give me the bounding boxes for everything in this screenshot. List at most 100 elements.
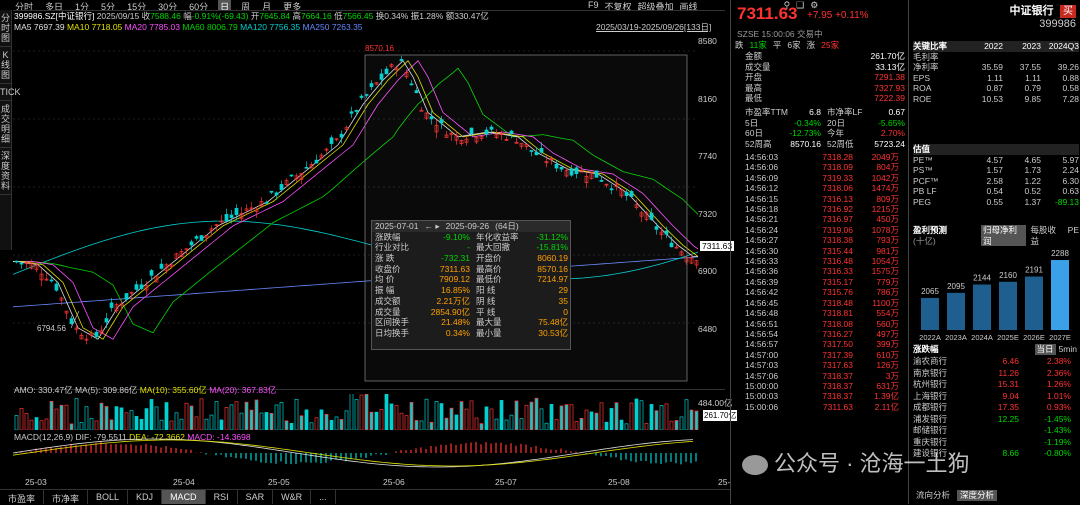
chart-tools: F9 不复权 超级叠加 画线 ⚲ ❑ ⚙ — [588, 0, 818, 13]
fundamentals-panel: 中证银行 买 399986 关键比率 2022 2023 2024Q3 毛利率 净利率 35… — [908, 0, 1080, 504]
period-tab[interactable]: 日 — [218, 0, 232, 12]
forecast-bar — [1051, 260, 1069, 330]
f9-button[interactable]: F9 — [588, 0, 599, 10]
overlay-button[interactable]: 超级叠加 — [637, 2, 674, 12]
rank-row[interactable]: 建设银行 8.66 -0.80% — [913, 448, 1071, 458]
period-tab[interactable]: 更多 — [283, 2, 302, 12]
breadth-item: 11家 — [749, 40, 767, 50]
indicator-tab[interactable]: 市盈率 — [0, 490, 45, 504]
watermark: 公众号 · 沧海一土狗 — [742, 446, 970, 478]
range-label: 2025/03/19-2025/09/26[133日] — [596, 22, 712, 32]
period-tab[interactable]: 多日 — [45, 2, 64, 12]
valuation-row: 52周高 8570.16 52周低 5723.24 — [745, 138, 905, 149]
forecast-year: 2026E — [1023, 333, 1045, 342]
breadth-item: 25家 — [821, 40, 840, 50]
indicator-tab[interactable]: KDJ — [128, 490, 163, 504]
popup-row: 行业对比 - 最大回撤 -15.81% — [375, 242, 568, 253]
last-price: 7311.63 — [737, 4, 798, 23]
side-tab[interactable]: K线图 — [0, 47, 11, 84]
index-number: 399986 — [1039, 18, 1076, 30]
period-tab[interactable]: 1分 — [75, 2, 90, 12]
popup-row: 涨 跌 -732.31 开盘价 8060.19 — [375, 253, 568, 264]
change-value: -0.91%(-69.43) — [191, 11, 249, 21]
rank-tab[interactable]: 当日 — [1034, 344, 1056, 355]
unadjusted-toggle[interactable]: 不复权 — [604, 2, 632, 12]
analysis-tab[interactable]: 深度分析 — [957, 490, 998, 501]
side-tab[interactable]: 成交明细 — [0, 101, 11, 148]
rank-title: 涨跌幅 — [913, 344, 939, 354]
forecast-tab[interactable]: PE — [1067, 225, 1079, 235]
buy-button[interactable]: 买 — [1060, 5, 1076, 18]
period-tab[interactable]: 15分 — [127, 2, 147, 12]
indicator-tab[interactable]: RSI — [206, 490, 238, 504]
analysis-tab[interactable]: 流向分析 — [916, 490, 951, 500]
expand-icon[interactable]: ❑ — [796, 0, 805, 10]
popup-row: 涨跌幅 -9.10% 年化收益率 -31.12% — [375, 231, 568, 242]
macd-chart[interactable] — [13, 432, 725, 474]
rank-row[interactable]: 渝农商行 6.46 2.38% — [913, 356, 1071, 366]
forecast-year: 2027E — [1049, 333, 1071, 342]
stat-row: 最低 7222.39 — [745, 93, 905, 103]
period-tab[interactable]: 30分 — [158, 2, 178, 12]
rank-row[interactable]: 南京银行 11.26 2.36% — [913, 367, 1071, 378]
forecast-tab[interactable]: 归母净利润 — [981, 225, 1027, 246]
side-tab[interactable]: 分时图 — [0, 10, 11, 47]
forecast-value: 2065 — [921, 287, 939, 296]
tick-row: 14:56:12 7318.06 1474万 — [745, 183, 899, 194]
period-tab[interactable]: 60分 — [189, 2, 209, 12]
settings-icon[interactable]: ⚙ — [810, 0, 819, 10]
high-value: 7664.16 — [300, 11, 332, 21]
ma-legend: MA5 7697.39 MA10 7718.05 MA20 7785.03 MA… — [14, 22, 363, 32]
index-name-block: 中证银行 买 399986 — [1009, 2, 1076, 30]
period-tab[interactable]: 周 — [241, 2, 251, 12]
indicator-tab[interactable]: SAR — [238, 490, 274, 504]
tick-row: 14:56:30 7315.44 981万 — [745, 245, 899, 256]
indicator-tab[interactable]: 市净率 — [44, 490, 89, 504]
rank-tab[interactable]: 5min — [1058, 344, 1077, 354]
range-end[interactable]: 2025-09-26 — [445, 221, 490, 231]
range-stats-popup: 2025-07-01 ← ▸ 2025-09-26 (64日) 涨跌幅 -9.10… — [371, 220, 571, 350]
side-tab[interactable]: TICK — [0, 84, 21, 101]
indicator-tab[interactable]: ... — [311, 490, 336, 504]
popup-row: 振 幅 16.85% 阳 线 29 — [375, 285, 568, 296]
ratio-header: 估值 — [913, 144, 1079, 155]
popup-row: 区间换手 21.48% 最大量 75.48亿 — [375, 317, 568, 328]
amo-chart[interactable] — [13, 394, 725, 430]
rank-row[interactable]: 重庆银行 -1.19% — [913, 436, 1071, 447]
rank-row[interactable]: 浦发银行 12.25 -1.45% — [913, 413, 1071, 424]
tick-row: 14:56:48 7318.81 554万 — [745, 308, 899, 319]
tick-row: 14:56:27 7318.38 793万 — [745, 235, 899, 246]
date-label: 25-03 — [25, 477, 47, 487]
rank-row[interactable]: 上海银行 9.04 1.01% — [913, 390, 1071, 401]
draw-button[interactable]: 画线 — [679, 2, 698, 12]
ratio-row: PCF™ 2.58 1.22 6.30 — [913, 175, 1079, 186]
period-tab[interactable]: 5分 — [101, 2, 116, 12]
valuation-stats: 市盈率TTM 6.8 市净率LF 0.67 5日 -0.34% 20日 -5.65% 60日 -1… — [745, 107, 905, 149]
rank-row[interactable]: 邮储银行 -1.43% — [913, 425, 1071, 435]
tick-row: 14:56:21 7316.97 450万 — [745, 214, 899, 225]
date-label: 25-04 — [173, 477, 195, 487]
tick-row: 14:57:03 7317.63 126万 — [745, 360, 899, 371]
indicator-tab[interactable]: BOLL — [88, 490, 129, 504]
tick-row: 14:56:15 7316.13 809万 — [745, 193, 899, 204]
period-tab[interactable]: 月 — [262, 2, 272, 12]
ratio-row: EPS 1.11 1.11 0.88 — [913, 72, 1079, 83]
search-icon[interactable]: ⚲ — [783, 0, 791, 10]
range-start[interactable]: 2025-07-01 — [375, 221, 419, 231]
forecast-value: 2160 — [999, 271, 1017, 280]
side-tab[interactable]: 深度资料 — [0, 148, 11, 195]
tick-row: 14:56:42 7315.76 786万 — [745, 287, 899, 298]
forecast-tab[interactable]: 每股收益 — [1030, 225, 1056, 246]
amo-axis-top: 484.00亿 — [698, 398, 733, 408]
kline-chart[interactable]: 8570.16 6794.56 — [13, 10, 725, 390]
period-tab[interactable]: 分时 — [15, 2, 34, 12]
ratio-row: PB LF 0.54 0.52 0.63 — [913, 186, 1079, 196]
indicator-tab[interactable]: W&R — [273, 490, 312, 504]
indicator-tab[interactable]: MACD — [162, 490, 206, 504]
breadth-item: 跌 — [735, 40, 744, 50]
rank-row[interactable]: 杭州银行 15.31 1.26% — [913, 379, 1071, 389]
rank-row[interactable]: 成都银行 17.35 0.93% — [913, 402, 1071, 412]
ratio-row: 毛利率 — [913, 51, 939, 62]
valuation-row: 60日 -12.73% 今年 2.70% — [745, 128, 905, 138]
